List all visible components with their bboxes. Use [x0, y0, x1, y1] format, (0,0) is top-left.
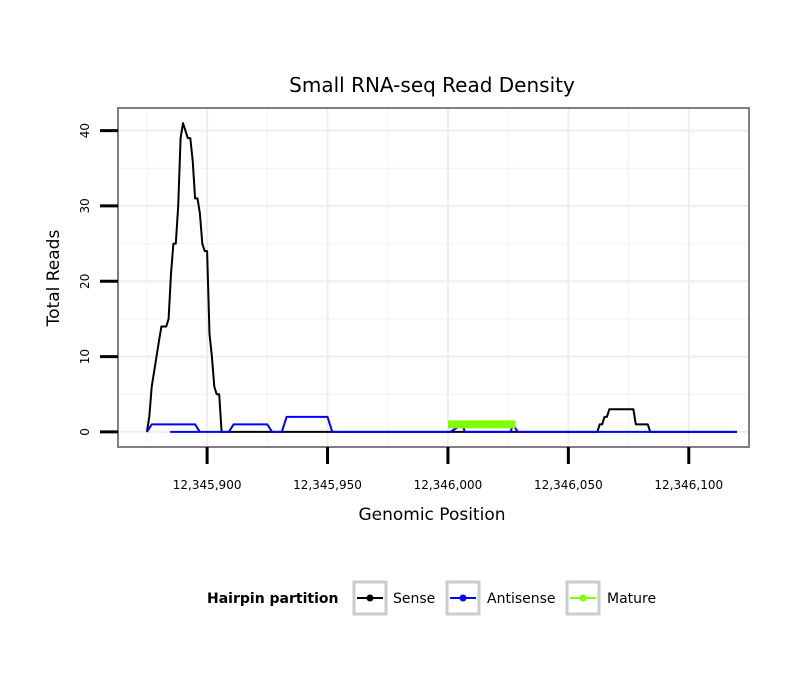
x-axis-title: Genomic Position	[358, 505, 505, 525]
y-tick-label: 20	[78, 274, 92, 289]
series-line-sense	[145, 122, 737, 433]
y-axis: 0 10 20 30 40	[78, 123, 118, 436]
grid-major	[118, 108, 749, 447]
plot-area	[117, 107, 750, 448]
y-tick-label: 30	[78, 198, 92, 213]
legend-key-point-mature	[579, 594, 587, 602]
plot-panel-border	[117, 107, 750, 448]
y-tick-label: 0	[78, 428, 92, 436]
y-axis-title: Total Reads	[44, 230, 64, 328]
x-tick-label: 12,346,000	[414, 478, 483, 492]
legend-label-mature: Mature	[607, 591, 656, 607]
x-tick-label: 12,345,900	[173, 478, 242, 492]
legend: Hairpin partition Sense Antisense Mature	[207, 580, 656, 616]
x-tick-label: 12,346,050	[534, 478, 603, 492]
legend-label-antisense: Antisense	[487, 591, 556, 607]
x-tick-label: 12,346,100	[654, 478, 723, 492]
plot-panel	[117, 107, 750, 448]
legend-title: Hairpin partition	[207, 591, 338, 607]
y-tick-label: 10	[78, 349, 92, 364]
legend-label-sense: Sense	[393, 591, 435, 607]
x-axis: 12,345,900 12,345,950 12,346,000 12,346,050…	[173, 447, 723, 492]
legend-key-point-sense	[366, 594, 374, 602]
series-line-antisense	[146, 415, 737, 433]
chart-title: Small RNA-seq Read Density	[289, 73, 575, 97]
series-layer	[145, 122, 737, 433]
x-tick-label: 12,345,950	[293, 478, 362, 492]
legend-key-point-antisense	[459, 594, 467, 602]
y-tick-label: 40	[78, 123, 92, 138]
